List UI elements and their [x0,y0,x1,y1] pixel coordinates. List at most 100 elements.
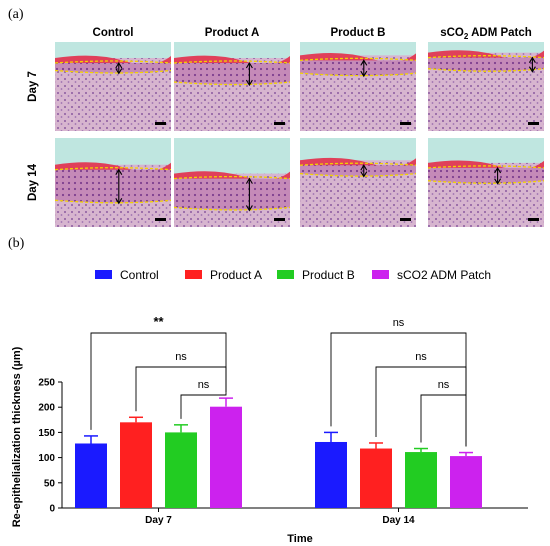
epidermis-layer [428,167,544,184]
lower-boundary-line [299,72,417,77]
upper-boundary-line [427,55,545,59]
arrow-head-down [528,66,536,73]
arrow-head-down [360,70,368,78]
lower-boundary-line [173,206,291,211]
x-category-label: Day 7 [145,515,172,526]
epidermis-layer [174,63,290,85]
lower-boundary-line [427,180,545,184]
column-label-2: Product B [331,27,386,39]
scale-bar [274,122,285,125]
arrow-head-down [115,198,123,205]
legend-label: Product A [210,268,262,282]
scab-layer [300,157,416,167]
y-tick-label: 50 [44,478,56,489]
background-area [428,138,544,163]
y-tick-label: 100 [38,453,55,464]
bar [75,443,107,508]
arrow-head-up [245,177,253,184]
arrow-head-down [245,79,253,87]
significance-label: ns [175,351,187,363]
epidermis-layer [55,169,171,203]
arrow-head-up [360,164,368,171]
legend-swatch [372,270,389,279]
arrow-head-down [115,68,123,75]
y-tick-label: 250 [38,378,55,389]
arrow-head-up [115,61,123,69]
upper-boundary-line [427,165,545,169]
lower-boundary-line [173,81,291,86]
significance-label: ns [415,351,427,363]
arrow-head-up [115,168,123,175]
scale-bar [528,122,539,125]
epidermis-layer [55,63,171,73]
legend-label: sCO2 ADM Patch [397,268,491,282]
legend-swatch [277,270,294,279]
column-label-3: sCO2 ADM Patch [440,27,532,41]
column-label-0: Control [93,27,134,39]
legend-swatch [95,270,112,279]
scab-layer [55,55,171,65]
significance-bracket [180,392,227,419]
background-area [174,138,290,174]
background-area [300,138,416,161]
scale-bar [400,218,411,221]
arrow-head-down [245,205,253,212]
significance-label: ** [153,314,164,329]
scab-layer [428,50,544,60]
upper-boundary-line [299,162,417,166]
background-area [55,138,171,165]
y-tick-label: 150 [38,428,55,439]
bar [315,441,347,508]
y-tick-label: 200 [38,403,55,414]
scab-layer [428,160,544,170]
scab-layer [55,162,171,172]
micrograph-cell [173,42,291,131]
scab-layer [300,52,416,62]
column-label-1: Product A [205,27,260,39]
legend-swatch [185,270,202,279]
scale-bar [528,218,539,221]
significance-bracket [420,394,467,447]
upper-boundary-line [54,167,172,171]
x-category-label: Day 14 [382,515,415,526]
legend-label: Product B [302,268,355,282]
bar [120,422,152,508]
micrograph-cell [299,42,417,131]
micrograph-cell [54,138,172,227]
scale-bar [155,122,166,125]
bar [210,406,242,508]
arrow-head-down [360,171,368,178]
epidermis-layer [300,165,416,177]
scab-layer [174,171,290,181]
upper-boundary-line [173,175,291,180]
bar-chart: 0 50 100 150 200 250 Re-epithelialization thic… [11,314,528,545]
upper-boundary-line [54,60,172,64]
arrow-head-up [494,166,502,174]
micrograph-grid: Control Product A Product B sCO2 ADM Patch D… [27,27,545,227]
row-label-1: Day 14 [27,163,39,201]
significance-bracket [90,332,227,430]
legend-label: Control [120,268,159,282]
significance-bracket [135,366,227,412]
significance-label: ns [438,379,450,391]
lower-boundary-line [299,172,417,177]
lower-boundary-line [54,69,172,74]
arrow-head-up [528,56,536,63]
scab-layer [174,55,290,65]
significance-label: ns [198,379,210,391]
arrow-head-up [360,59,368,66]
micrograph-cell [427,42,545,131]
arrow-head-up [245,61,253,69]
bar [360,448,392,508]
epidermis-layer [428,57,544,72]
background-area [174,42,290,59]
y-tick-label: 0 [49,504,55,515]
lower-boundary-line [427,68,545,72]
bar [165,432,197,508]
chart-legend: Control Product A Product B sCO2 ADM Patch [95,268,491,282]
row-label-0: Day 7 [27,71,39,102]
panel-a-label: (a) [8,7,24,22]
upper-boundary-line [173,60,291,64]
x-axis-title: Time [287,533,312,545]
